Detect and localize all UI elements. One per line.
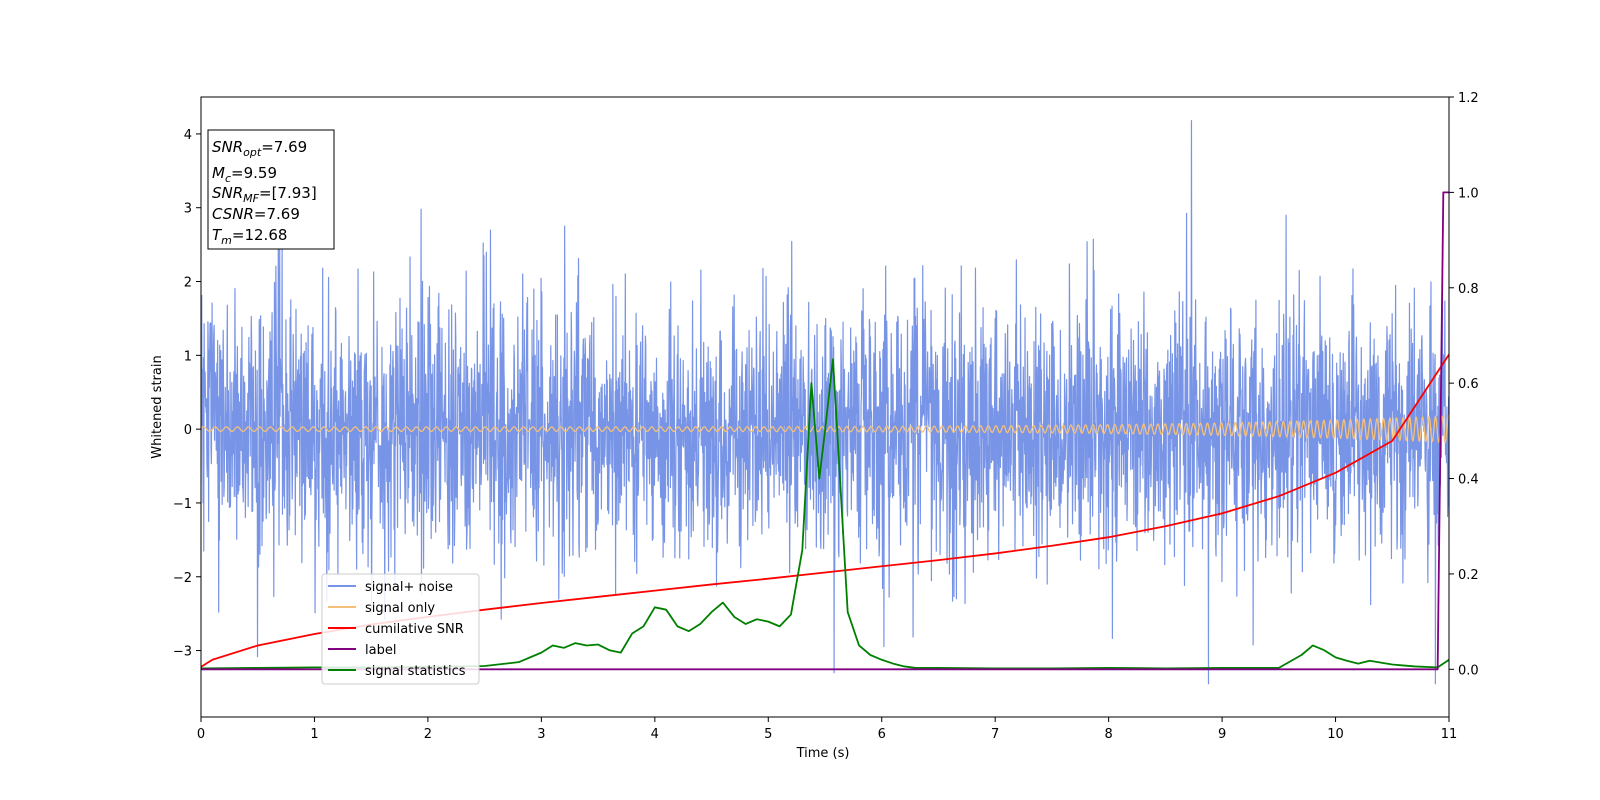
legend-entry-cumulative-snr: cumilative SNR — [328, 622, 464, 637]
y-tick-label: −1 — [173, 497, 192, 512]
legend-label-cumulative-snr: cumilative SNR — [365, 622, 464, 637]
y-tick-label: 0 — [184, 423, 192, 438]
x-tick-label: 0 — [197, 727, 205, 742]
y2-tick-label: 0.6 — [1458, 377, 1479, 392]
x-tick-label: 6 — [878, 727, 886, 742]
x-tick-label: 4 — [651, 727, 659, 742]
info-box: SNRopt=7.69 Mc=9.59 SNRMF=[7.93] CSNR=7.… — [207, 129, 335, 250]
x-tick-label: 1 — [310, 727, 318, 742]
x-tick-label: 3 — [537, 727, 545, 742]
label-line — [201, 191, 1449, 671]
x-axis: 0 1 2 3 4 5 6 7 8 9 10 11 — [197, 717, 1457, 742]
y2-tick-label: 0.0 — [1458, 663, 1479, 678]
y2-tick-label: 1.0 — [1458, 186, 1479, 201]
y2-tick-label: 0.4 — [1458, 473, 1479, 488]
x-tick-label: 5 — [764, 727, 772, 742]
x-tick-label: 9 — [1218, 727, 1226, 742]
x-tick-label: 2 — [424, 727, 432, 742]
x-tick-label: 10 — [1327, 727, 1344, 742]
info-snr-mf: SNRMF=[7.93] — [212, 184, 317, 205]
y-axis-left: −3 −2 −1 0 1 2 3 4 — [173, 128, 201, 660]
info-mc: Mc=9.59 — [212, 164, 277, 185]
signal-noise-line — [201, 120, 1449, 685]
y-tick-label: 2 — [184, 276, 192, 291]
legend-label-signal-only: signal only — [365, 601, 435, 616]
legend-label-label: label — [365, 643, 396, 658]
signal-statistics-line — [201, 358, 1449, 670]
info-box-frame — [207, 129, 335, 250]
y-tick-label: 4 — [184, 128, 192, 143]
x-tick-label: 7 — [991, 727, 999, 742]
legend-frame — [321, 573, 480, 685]
legend-entry-label: label — [328, 643, 396, 658]
legend-label-signal-noise: signal+ noise — [365, 580, 453, 595]
y-tick-label: −2 — [173, 571, 192, 586]
legend-entry-signal-noise: signal+ noise — [328, 580, 453, 595]
y-tick-label: −3 — [173, 645, 192, 660]
x-tick-label: 8 — [1104, 727, 1112, 742]
y-axis-right: 0.0 0.2 0.4 0.6 0.8 1.0 1.2 — [1449, 91, 1479, 678]
info-tm: Tm=12.68 — [212, 226, 287, 247]
y2-tick-label: 0.2 — [1458, 568, 1479, 583]
y2-tick-label: 1.2 — [1458, 91, 1479, 106]
y-tick-label: 1 — [184, 349, 192, 364]
x-tick-label: 11 — [1441, 727, 1458, 742]
x-axis-label: Time (s) — [796, 746, 850, 761]
y2-tick-label: 0.8 — [1458, 282, 1479, 297]
legend-entry-signal-only: signal only — [328, 601, 435, 616]
info-csnr: CSNR=7.69 — [212, 205, 300, 223]
info-snr-opt: SNRopt=7.69 — [212, 138, 307, 159]
plot-frame — [200, 96, 1450, 718]
legend-entry-signal-statistics: signal statistics — [328, 664, 466, 679]
y-axis-label: Whitened strain — [150, 355, 165, 458]
signal-noise-series — [201, 120, 1449, 685]
legend: signal+ noise signal only cumilative SNR… — [321, 573, 480, 685]
legend-label-signal-statistics: signal statistics — [365, 664, 466, 679]
y-tick-label: 3 — [184, 202, 192, 217]
